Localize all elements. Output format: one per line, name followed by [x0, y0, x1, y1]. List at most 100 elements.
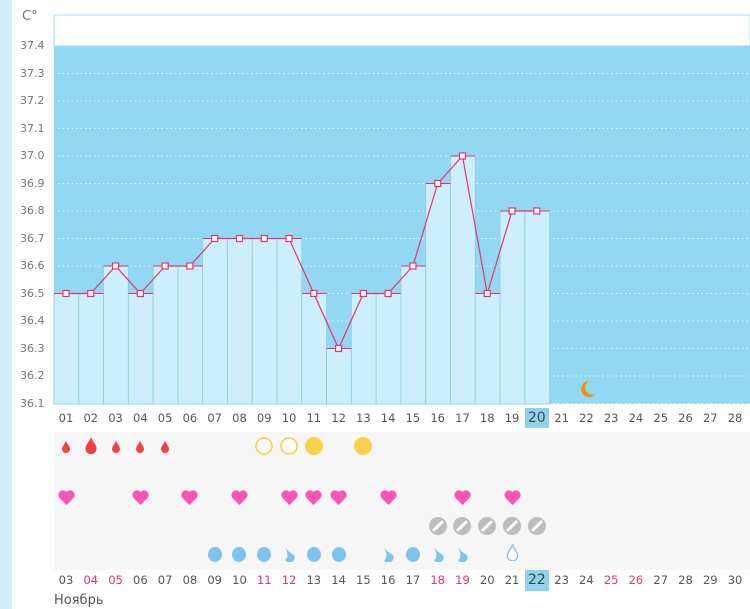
- date-label[interactable]: 18: [430, 573, 445, 587]
- date-label[interactable]: 10: [232, 573, 247, 587]
- pill-icon[interactable]: [475, 517, 499, 539]
- day-label[interactable]: 23: [603, 411, 619, 425]
- discharge-curl-icon[interactable]: [376, 546, 400, 566]
- date-label[interactable]: 03: [58, 573, 74, 587]
- day-label[interactable]: 21: [554, 411, 569, 425]
- day-label[interactable]: 16: [430, 411, 445, 425]
- day-label[interactable]: 22: [579, 411, 594, 425]
- temperature-line: [66, 154, 537, 350]
- date-label[interactable]: 07: [157, 573, 173, 587]
- heart-icon[interactable]: [302, 490, 326, 509]
- mucus-empty-icon[interactable]: [252, 437, 276, 459]
- mucus-empty-icon[interactable]: [277, 437, 301, 459]
- day-label[interactable]: 13: [356, 411, 371, 425]
- pill-icon[interactable]: [450, 517, 474, 539]
- day-label[interactable]: 01: [58, 411, 74, 425]
- discharge-curl-icon[interactable]: [450, 546, 474, 566]
- day-label[interactable]: 06: [182, 411, 198, 425]
- date-label[interactable]: 11: [256, 573, 272, 587]
- blood-drop-icon[interactable]: [79, 436, 103, 458]
- day-label[interactable]: 12: [331, 411, 346, 425]
- discharge-outline-icon[interactable]: [500, 543, 524, 565]
- day-label[interactable]: 19: [504, 411, 520, 425]
- date-label[interactable]: 27: [653, 573, 669, 587]
- discharge-full-icon[interactable]: [401, 545, 425, 566]
- day-label[interactable]: 11: [306, 411, 322, 425]
- heart-icon[interactable]: [128, 490, 152, 509]
- day-label[interactable]: 17: [455, 411, 470, 425]
- heart-icon[interactable]: [277, 490, 301, 509]
- discharge-full-icon[interactable]: [327, 545, 351, 566]
- day-label[interactable]: 02: [83, 411, 99, 425]
- date-label[interactable]: 04: [83, 573, 99, 587]
- day-label[interactable]: 03: [108, 411, 123, 425]
- date-label[interactable]: 25: [603, 573, 619, 587]
- heart-icon[interactable]: [327, 490, 351, 509]
- date-label[interactable]: 28: [678, 573, 693, 587]
- date-label[interactable]: 09: [207, 573, 222, 587]
- discharge-full-icon[interactable]: [227, 545, 251, 566]
- blood-drop-icon[interactable]: [128, 438, 152, 457]
- date-label[interactable]: 15: [356, 573, 371, 587]
- heart-icon[interactable]: [54, 490, 78, 509]
- heart-icon[interactable]: [500, 490, 524, 509]
- heart-icon[interactable]: [227, 490, 251, 509]
- day-label[interactable]: 18: [479, 411, 495, 425]
- date-label[interactable]: 24: [579, 573, 594, 587]
- date-label[interactable]: 23: [554, 573, 569, 587]
- temperature-bar: [524, 210, 551, 405]
- blood-drop-icon[interactable]: [54, 438, 78, 457]
- day-label[interactable]: 24: [628, 411, 644, 425]
- date-label[interactable]: 13: [306, 573, 322, 587]
- temperature-point: [211, 234, 219, 243]
- day-label[interactable]: 20: [524, 408, 549, 428]
- date-label[interactable]: 30: [727, 573, 743, 587]
- pill-icon[interactable]: [525, 517, 549, 539]
- day-label[interactable]: 27: [702, 411, 718, 425]
- date-label[interactable]: 16: [380, 573, 396, 587]
- symptom-grid[interactable]: [54, 432, 750, 570]
- day-label[interactable]: 10: [281, 411, 297, 425]
- day-label[interactable]: 09: [256, 411, 272, 425]
- date-label[interactable]: 08: [182, 573, 198, 587]
- discharge-full-icon[interactable]: [252, 545, 276, 566]
- day-label[interactable]: 15: [405, 411, 421, 425]
- day-label[interactable]: 04: [133, 411, 148, 425]
- temperature-chart[interactable]: [0, 0, 750, 432]
- date-label[interactable]: 05: [108, 573, 123, 587]
- day-label[interactable]: 28: [727, 411, 743, 425]
- mucus-full-icon[interactable]: [302, 437, 326, 459]
- day-label[interactable]: 07: [207, 411, 222, 425]
- heart-icon[interactable]: [450, 490, 474, 509]
- pill-icon[interactable]: [500, 517, 524, 539]
- date-label[interactable]: 29: [702, 573, 718, 587]
- discharge-curl-icon[interactable]: [426, 546, 450, 566]
- pill-icon[interactable]: [426, 517, 450, 539]
- date-label[interactable]: 12: [281, 573, 297, 587]
- y-tick-label: 36.1: [20, 396, 45, 410]
- day-label[interactable]: 08: [232, 411, 247, 425]
- discharge-full-icon[interactable]: [302, 545, 326, 566]
- blood-drop-icon[interactable]: [153, 438, 177, 457]
- mucus-full-icon[interactable]: [351, 437, 375, 459]
- date-label[interactable]: 14: [331, 573, 346, 587]
- temperature-bar: [251, 238, 278, 405]
- temperature-point: [310, 289, 318, 298]
- discharge-curl-icon[interactable]: [277, 546, 301, 566]
- day-label[interactable]: 14: [380, 411, 396, 425]
- temperature-point: [458, 152, 467, 160]
- date-label[interactable]: 20: [479, 573, 495, 587]
- day-label[interactable]: 26: [678, 411, 693, 425]
- day-label[interactable]: 25: [653, 411, 669, 425]
- date-label[interactable]: 26: [628, 573, 644, 587]
- date-label[interactable]: 22: [524, 570, 549, 591]
- heart-icon[interactable]: [376, 490, 400, 509]
- blood-drop-icon[interactable]: [104, 438, 128, 457]
- date-label[interactable]: 17: [405, 573, 421, 587]
- date-label[interactable]: 19: [455, 573, 470, 587]
- date-label[interactable]: 21: [504, 573, 520, 587]
- day-label[interactable]: 05: [157, 411, 173, 425]
- heart-icon[interactable]: [178, 490, 202, 509]
- date-label[interactable]: 06: [133, 573, 148, 587]
- discharge-full-icon[interactable]: [203, 545, 227, 566]
